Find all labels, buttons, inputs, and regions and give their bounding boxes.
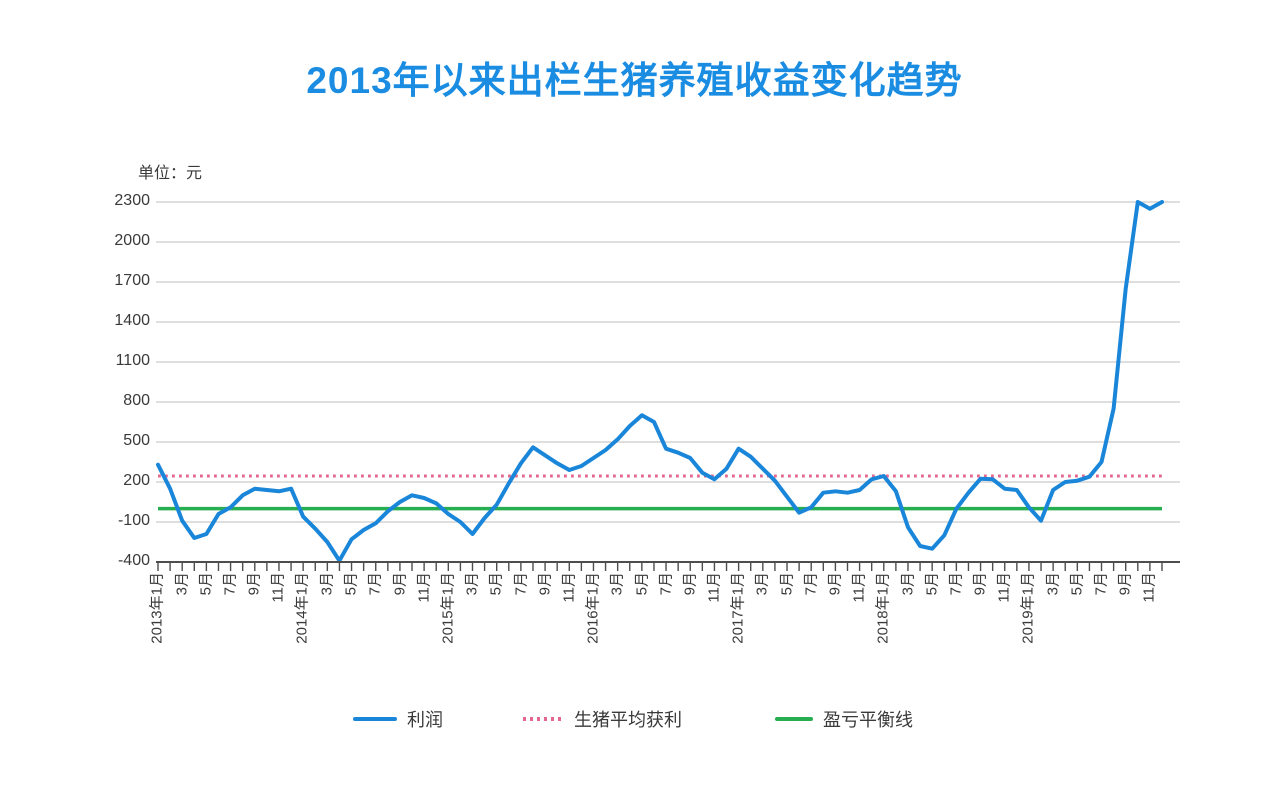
- x-axis-label: 2017年1月: [729, 572, 747, 644]
- x-axis-label: 5月: [778, 572, 796, 596]
- average-profit-line-swatch: [523, 717, 564, 721]
- x-axis-label: 3月: [318, 572, 336, 596]
- x-axis-label: 11月: [705, 572, 723, 603]
- x-axis-label: 2015年1月: [439, 572, 457, 644]
- x-axis-label: 2019年1月: [1019, 572, 1037, 644]
- x-axis-label: 7月: [802, 572, 820, 596]
- legend-label-breakeven: 盈亏平衡线: [823, 710, 913, 730]
- x-axis-label: 2013年1月: [149, 572, 166, 644]
- x-axis-label: 2016年1月: [584, 572, 602, 644]
- x-axis-label: 5月: [342, 572, 360, 596]
- x-axis-label: 7月: [511, 572, 529, 596]
- chart-title: 2013年以来出栏生猪养殖收益变化趋势: [306, 60, 963, 101]
- x-axis-label: 9月: [1116, 572, 1134, 596]
- x-axis-label: 3月: [463, 572, 481, 596]
- x-axis-label: 5月: [197, 572, 215, 596]
- legend-item-profit: 利润: [353, 708, 443, 730]
- x-axis-label: 2018年1月: [874, 572, 892, 644]
- y-axis-label: -400: [117, 552, 150, 569]
- x-axis-label: 7月: [657, 572, 675, 596]
- x-axis-label: 3月: [753, 572, 771, 596]
- x-axis-label: 11月: [415, 572, 433, 603]
- y-axis-label: 2000: [114, 232, 150, 249]
- x-axis-label: 5月: [487, 572, 505, 596]
- legend-label-average: 生猪平均获利: [574, 710, 682, 730]
- x-axis-label: 9月: [390, 572, 408, 596]
- y-axis-label: 500: [123, 432, 150, 449]
- x-axis-label: 3月: [608, 572, 626, 596]
- x-axis-label: 11月: [560, 572, 578, 603]
- profit-line: [156, 200, 1164, 563]
- legend-label-profit: 利润: [407, 710, 443, 730]
- x-axis-label: 5月: [1068, 572, 1086, 596]
- y-axis-unit-label: 单位：元: [138, 165, 203, 182]
- x-axis-label: 11月: [269, 572, 287, 603]
- x-axis-label: 7月: [221, 572, 239, 596]
- y-axis-label: 1400: [114, 312, 150, 329]
- x-axis-label: 7月: [947, 572, 965, 596]
- x-axis-label: 9月: [681, 572, 699, 596]
- legend-item-average: 生猪平均获利: [523, 708, 682, 730]
- y-axis-label: 200: [123, 472, 150, 489]
- x-axis-label: 9月: [826, 572, 844, 596]
- y-axis-label: 1100: [115, 352, 150, 369]
- x-axis-label: 5月: [632, 572, 650, 596]
- x-axis-label: 3月: [173, 572, 191, 596]
- x-axis-label: 9月: [245, 572, 263, 596]
- x-axis-label: 5月: [923, 572, 941, 596]
- x-axis-label: 3月: [898, 572, 916, 596]
- x-axis-label: 7月: [1092, 572, 1110, 596]
- y-axis-label: 1700: [114, 272, 150, 289]
- x-axis-label: 2014年1月: [294, 572, 312, 644]
- x-axis-label: 3月: [1044, 572, 1062, 596]
- x-axis-label: 9月: [971, 572, 989, 596]
- x-axis-label: 9月: [536, 572, 554, 596]
- y-axis-label: -100: [117, 512, 150, 529]
- profit-line-swatch: [353, 717, 397, 721]
- y-axis-label: 800: [123, 392, 150, 409]
- x-axis-label: 11月: [995, 572, 1013, 603]
- legend-item-breakeven: 盈亏平衡线: [775, 708, 913, 730]
- y-axis-label: 2300: [114, 192, 150, 209]
- x-axis-label: 11月: [1140, 572, 1158, 603]
- x-axis-label: 11月: [850, 572, 868, 603]
- x-axis-label: 7月: [366, 572, 384, 596]
- breakeven-line-swatch: [775, 717, 813, 721]
